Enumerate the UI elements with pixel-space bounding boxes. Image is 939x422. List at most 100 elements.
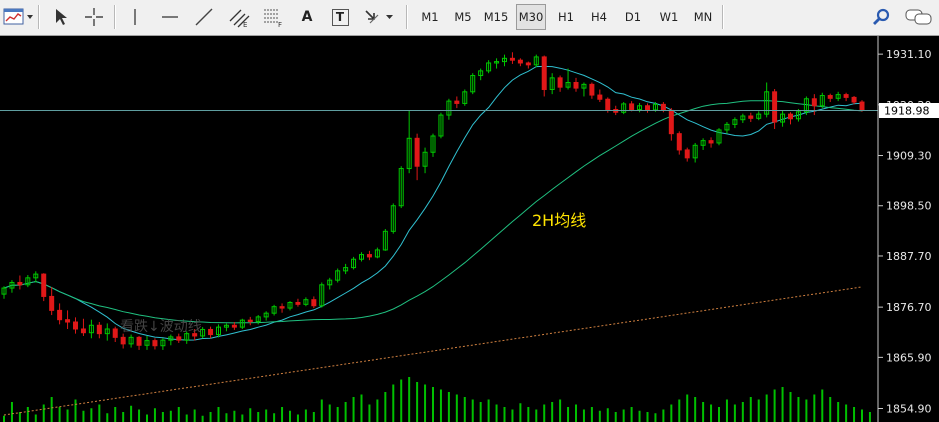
timeframe-h1-button[interactable]: H1 <box>558 10 574 24</box>
volume-bar <box>138 409 141 422</box>
volume-bar <box>146 414 148 422</box>
candle-body <box>843 94 849 98</box>
timeframe-m5-button[interactable]: M5 <box>454 10 472 24</box>
candle-body <box>438 114 444 137</box>
timeframe-m15-button[interactable]: M15 <box>483 10 509 24</box>
candle-body <box>573 82 579 89</box>
vertical-line-icon[interactable] <box>122 4 148 30</box>
trendline-icon[interactable] <box>190 4 218 30</box>
fibonacci-retracement-icon[interactable]: F <box>258 4 288 30</box>
arrows-menu-icon[interactable] <box>360 4 398 30</box>
volume-bar <box>733 404 736 422</box>
candle-body <box>184 333 190 341</box>
candle-body <box>772 91 778 123</box>
volume-bar <box>829 397 832 422</box>
candle-body <box>311 299 317 307</box>
volume-bar <box>614 412 617 422</box>
volume-bar <box>797 397 800 422</box>
candle-body <box>835 94 841 99</box>
candle-body <box>740 115 746 121</box>
volume-bar <box>725 399 728 422</box>
text-tool-icon[interactable]: A <box>301 9 313 25</box>
chat-icon[interactable] <box>902 4 936 30</box>
volume-bar <box>606 408 609 422</box>
volume-bar <box>487 399 490 422</box>
volume-bar <box>757 399 760 422</box>
candle-body <box>104 328 110 335</box>
text-label-tool-icon[interactable]: T <box>326 4 354 30</box>
volume-bar <box>543 404 546 422</box>
volume-bar <box>447 392 450 422</box>
ma-slow-line <box>3 286 863 416</box>
candle-body <box>80 328 86 334</box>
volume-bar <box>455 394 458 422</box>
candle-body <box>57 309 63 321</box>
volume-bar <box>130 405 133 422</box>
text-label-tool-glyph: T <box>331 8 349 26</box>
volume-bar <box>861 409 863 422</box>
timeframe-m30-button[interactable]: M30 <box>516 4 546 30</box>
volume-bar <box>114 407 117 422</box>
volume-bar <box>122 412 125 422</box>
candle-body <box>73 321 78 330</box>
candle-body <box>200 328 206 337</box>
volume-bar <box>718 407 720 422</box>
ma-2h-line <box>3 100 863 324</box>
volume-bar <box>296 414 299 422</box>
candle-body <box>390 205 396 232</box>
candle-body <box>33 273 39 279</box>
volume-bar <box>503 407 506 422</box>
volume-bar <box>66 409 69 422</box>
volume-bar <box>241 414 244 422</box>
candle-body <box>732 119 738 125</box>
volume-bar <box>463 397 466 422</box>
candle-body <box>335 270 341 281</box>
volume-bar <box>281 407 284 422</box>
volume-bar <box>376 399 379 422</box>
candle-body <box>208 328 214 336</box>
volume-bar <box>352 397 355 422</box>
timeframe-h4-button[interactable]: H4 <box>591 10 607 24</box>
svg-text:E: E <box>243 21 247 28</box>
cursor-icon[interactable] <box>48 4 74 30</box>
volume-bar <box>424 384 427 422</box>
volume-bar <box>289 410 291 422</box>
candle-body <box>549 77 555 90</box>
volume-bar <box>495 404 498 422</box>
candle-body <box>239 319 245 328</box>
candle-body <box>88 324 94 334</box>
volume-bar <box>408 377 411 422</box>
chart-window-menu-icon[interactable] <box>2 4 36 30</box>
timeframe-mn-button[interactable]: MN <box>693 10 713 24</box>
candle-body <box>637 105 643 110</box>
candle-body <box>708 140 714 144</box>
candle-body <box>112 328 118 338</box>
candle-body <box>795 111 801 120</box>
equidistant-channel-icon[interactable]: E <box>224 4 254 30</box>
volume-bar <box>82 410 85 422</box>
timeframe-w1-button[interactable]: W1 <box>659 10 679 24</box>
volume-bar <box>201 415 204 422</box>
volume-bar <box>392 384 395 422</box>
candle-body <box>65 319 71 323</box>
volume-bar <box>400 379 403 422</box>
timeframe-m1-button[interactable]: M1 <box>421 10 439 24</box>
candle-body <box>168 336 174 341</box>
candle-body <box>144 340 150 346</box>
search-icon[interactable] <box>868 4 896 30</box>
candle-body <box>41 273 47 297</box>
candle-body <box>478 70 484 77</box>
crosshair-icon[interactable] <box>80 4 108 30</box>
candle-body <box>557 77 563 88</box>
volume-bar <box>575 404 577 422</box>
volume-bar <box>257 412 260 422</box>
timeframe-d1-button[interactable]: D1 <box>624 10 642 24</box>
volume-bar <box>225 413 228 422</box>
volume-bar <box>710 404 713 422</box>
volume-bar <box>694 397 697 422</box>
candle-body <box>398 168 404 207</box>
price-chart[interactable]: 2H均线看跌↓波动线1931.101920.201909.301898.5018… <box>0 36 939 422</box>
candle-body <box>366 254 372 258</box>
price-tick-label: 1931.10 <box>886 48 932 61</box>
horizontal-line-icon[interactable] <box>156 4 184 30</box>
